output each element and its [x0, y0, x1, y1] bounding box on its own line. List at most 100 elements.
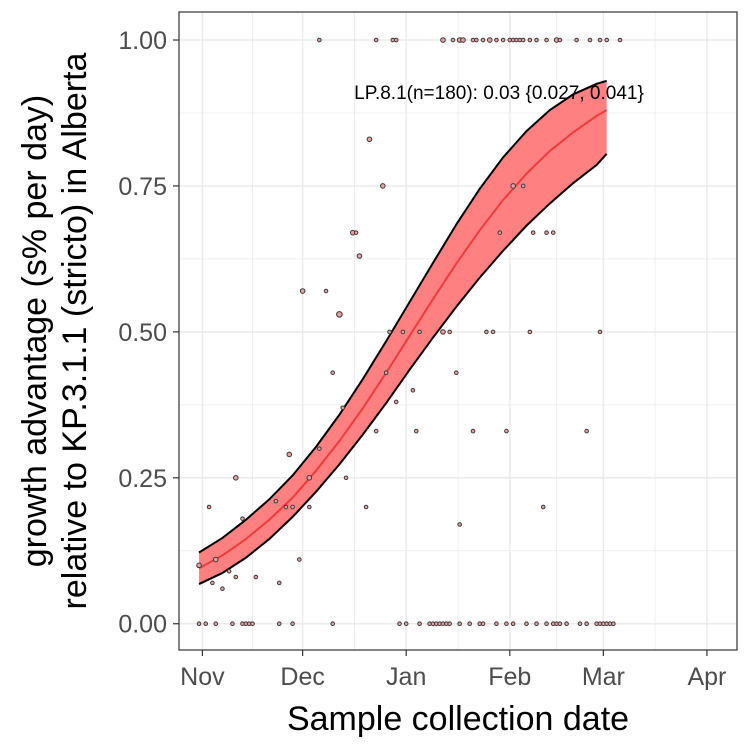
data-point	[397, 621, 402, 627]
data-point	[584, 428, 589, 434]
data-point	[340, 405, 346, 411]
data-point	[273, 498, 279, 504]
data-point	[290, 621, 295, 627]
x-tick-label: Dec	[280, 663, 324, 691]
data-point	[307, 504, 312, 510]
data-point	[530, 230, 536, 235]
data-point	[417, 621, 422, 627]
plot-panel-border	[178, 11, 738, 651]
data-point	[474, 37, 479, 43]
data-point	[283, 504, 289, 510]
data-point	[490, 329, 496, 335]
data-point	[413, 428, 419, 434]
data-point	[584, 621, 589, 627]
minor-gridlines	[179, 12, 737, 650]
data-point	[494, 621, 499, 627]
data-point	[450, 37, 456, 43]
y-axis-title-line-2: relative to KP.3.1.1 (stricto) in Albert…	[56, 52, 94, 609]
data-point	[250, 621, 255, 627]
data-point	[540, 504, 546, 510]
data-point	[299, 288, 306, 294]
data-point	[323, 288, 329, 294]
data-point	[550, 230, 556, 235]
data-point	[457, 621, 462, 627]
data-point	[230, 621, 235, 627]
ribbon-lower-edge	[198, 153, 608, 585]
data-point	[544, 621, 549, 627]
data-point	[470, 428, 476, 434]
data-point	[454, 370, 459, 376]
x-tick-label: Mar	[582, 663, 625, 691]
data-point	[500, 37, 506, 43]
y-tick-label: 0.25	[118, 465, 167, 493]
data-point	[440, 329, 446, 335]
data-point	[210, 580, 215, 586]
data-point	[457, 522, 462, 527]
data-point	[497, 230, 503, 235]
data-point	[330, 370, 336, 376]
observed-frequency-points	[196, 37, 623, 627]
data-point	[480, 621, 486, 627]
data-point	[290, 504, 295, 510]
data-point	[393, 37, 399, 43]
data-point	[213, 621, 219, 627]
data-point	[356, 253, 363, 259]
data-point	[343, 475, 349, 481]
data-point	[317, 446, 322, 451]
y-axis-ticks: 0.00 0.25 0.50 0.75 1.00	[118, 27, 179, 639]
data-point	[206, 504, 212, 510]
data-point	[611, 621, 616, 627]
x-axis-ticks: Nov Dec Jan Feb Mar Apr	[180, 650, 726, 691]
data-point	[203, 621, 209, 627]
data-point	[393, 399, 399, 405]
data-point	[400, 329, 406, 335]
data-point	[353, 230, 359, 235]
data-point	[486, 37, 493, 43]
data-point	[544, 37, 549, 43]
data-point	[373, 37, 379, 43]
data-point	[286, 451, 293, 458]
data-point	[504, 428, 509, 434]
data-point	[480, 37, 486, 43]
data-point	[524, 621, 529, 627]
data-point	[494, 37, 499, 43]
data-point	[534, 37, 539, 43]
data-point	[366, 136, 373, 143]
data-point	[233, 574, 239, 580]
data-point	[296, 557, 302, 562]
data-point	[196, 562, 202, 569]
data-point	[276, 621, 282, 627]
data-point	[240, 516, 245, 521]
data-point	[587, 37, 593, 43]
y-tick-label: 1.00	[118, 27, 167, 55]
data-point	[527, 329, 533, 335]
data-point	[467, 621, 472, 627]
data-point	[577, 621, 583, 627]
data-point	[617, 37, 623, 43]
data-point	[410, 387, 416, 393]
data-point	[510, 183, 516, 189]
data-point	[574, 37, 579, 43]
data-point	[557, 37, 563, 43]
data-point	[597, 37, 603, 43]
y-axis-title-line-1: growth advantage (s% per day)	[16, 95, 54, 567]
data-point	[484, 329, 489, 335]
x-tick-label: Nov	[180, 663, 225, 691]
data-point	[330, 621, 336, 627]
data-point	[373, 428, 379, 434]
y-tick-label: 0.75	[118, 173, 167, 201]
y-tick-label: 0.00	[118, 611, 167, 639]
data-point	[504, 621, 509, 627]
ribbon-upper-edge	[198, 79, 607, 554]
data-point	[220, 586, 225, 592]
data-point	[212, 556, 219, 563]
data-point	[604, 37, 609, 43]
data-point	[460, 37, 466, 43]
data-point	[233, 475, 239, 481]
x-axis-title: Sample collection date	[287, 700, 629, 738]
growth-advantage-annotation: LP.8.1(n=180): 0.03 {0.027, 0.041}	[354, 83, 644, 104]
data-point	[527, 37, 533, 43]
data-point	[363, 504, 369, 510]
y-tick-label: 0.50	[118, 319, 167, 347]
data-point	[597, 329, 603, 335]
